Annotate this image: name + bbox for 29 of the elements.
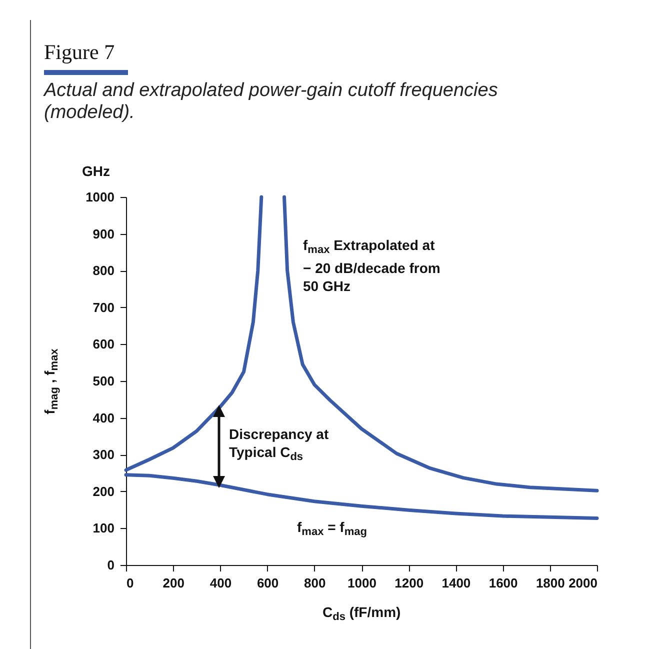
chart-title: Figure 7 <box>44 40 115 65</box>
series-label: f$_{max}$ = f$_{mag}$ <box>297 518 368 540</box>
series-label: f$_{max}$ Extrapolated at − 20 dB/decade from 50 GHz <box>303 236 442 295</box>
y-tick-label: 200 <box>92 484 114 499</box>
y-tick-label: 900 <box>92 226 114 242</box>
text: GHz <box>82 162 110 180</box>
chart-subtitle: Actual and extrapolated power-gain cutoff frequencies (modeled). <box>44 80 499 124</box>
x-axis-title: C$_{ds}$ (fF/mm) <box>322 603 401 625</box>
y-tick-label: 100 <box>92 520 114 536</box>
x-tick-label: 1400 <box>442 576 471 590</box>
x-tick-label: 800 <box>304 576 326 590</box>
x-tick-label: 200 <box>162 576 184 590</box>
x-tick-label: 1800 <box>536 576 565 590</box>
annotation: Discrepancy at Typical C$_{ds}$ <box>229 425 330 465</box>
x-tick-label: 0 <box>126 576 134 590</box>
y-tick-label: 500 <box>92 374 114 388</box>
y-tick-label: 800 <box>92 263 114 278</box>
y-tick-label: 300 <box>92 447 114 462</box>
x-tick-label: 2000 <box>568 576 598 590</box>
x-tick-label: 600 <box>256 576 279 590</box>
x-tick-label: 1000 <box>348 576 376 590</box>
y-tick-label: 400 <box>92 410 114 426</box>
x-tick-label: 1600 <box>488 576 518 590</box>
x-tick-label: 400 <box>210 576 232 590</box>
y-tick-label: 0 <box>107 558 114 572</box>
x-tick-label: 1200 <box>394 576 424 590</box>
y-tick-label: 700 <box>92 300 114 315</box>
y-tick-label: 1000 <box>86 190 114 204</box>
y-tick-label: 600 <box>92 336 114 352</box>
